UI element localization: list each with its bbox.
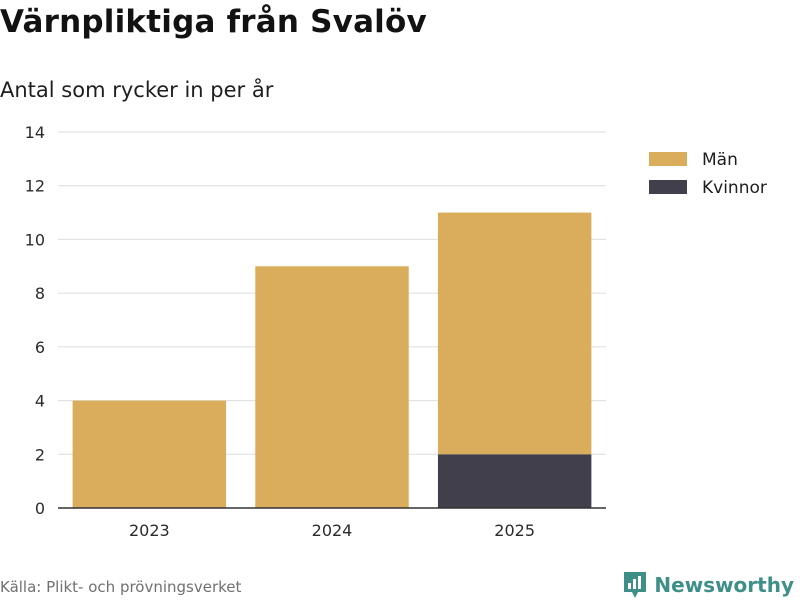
y-tick-label: 8 (35, 284, 45, 303)
legend: Män Kvinnor (649, 150, 767, 198)
x-tick-label: 2025 (494, 521, 535, 540)
legend-label: Kvinnor (702, 178, 767, 198)
bar-män-2025 (437, 212, 592, 455)
y-tick-label: 0 (35, 499, 45, 518)
chart-subtitle: Antal som rycker in per år (0, 78, 274, 102)
axes: 0 2 4 6 8 10 12 14 2023 2024 2025 (25, 123, 606, 540)
bars (72, 212, 592, 508)
bar-män-2023 (72, 400, 227, 508)
y-tick-label: 12 (25, 177, 45, 196)
newsworthy-logo-icon (624, 572, 647, 598)
x-tick-label: 2024 (312, 521, 353, 540)
bar-män-2024 (255, 266, 409, 508)
brand-name: Newsworthy (654, 573, 794, 597)
y-tick-label: 10 (25, 230, 45, 249)
x-tick-label: 2023 (129, 521, 170, 540)
y-tick-label: 4 (35, 392, 45, 411)
brand-logo: Newsworthy (622, 570, 794, 600)
y-tick-label: 6 (35, 338, 45, 357)
legend-label: Män (702, 150, 738, 170)
bar-kvinnor-2025 (437, 454, 592, 508)
chart-title: Värnpliktiga från Svalöv (0, 4, 427, 40)
legend-swatch (649, 180, 687, 194)
legend-swatch (649, 152, 687, 166)
y-tick-label: 14 (25, 123, 45, 142)
y-tick-label: 2 (35, 445, 45, 464)
stacked-bar-chart: 0 2 4 6 8 10 12 14 2023 2024 2025 Män Kvinnor (25, 123, 767, 540)
source-note: Källa: Plikt- och prövningsverket (0, 578, 242, 596)
